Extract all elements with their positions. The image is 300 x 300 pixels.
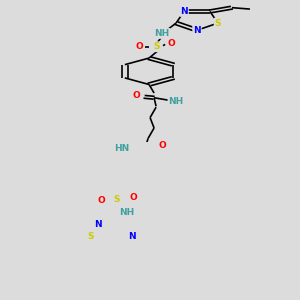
Text: O: O — [132, 92, 140, 100]
Text: NH: NH — [154, 29, 170, 38]
Text: NH: NH — [119, 208, 135, 217]
Text: N: N — [128, 232, 136, 241]
Text: HN: HN — [115, 144, 130, 153]
Text: S: S — [215, 19, 221, 28]
Text: NH: NH — [169, 97, 184, 106]
Text: O: O — [129, 194, 137, 202]
Text: O: O — [158, 142, 166, 151]
Text: N: N — [180, 7, 188, 16]
Text: N: N — [94, 220, 102, 229]
Text: S: S — [154, 42, 160, 51]
Text: S: S — [114, 195, 120, 204]
Text: O: O — [167, 39, 175, 48]
Text: S: S — [87, 232, 93, 241]
Text: O: O — [135, 42, 143, 51]
Text: O: O — [97, 196, 105, 205]
Text: N: N — [193, 26, 201, 35]
